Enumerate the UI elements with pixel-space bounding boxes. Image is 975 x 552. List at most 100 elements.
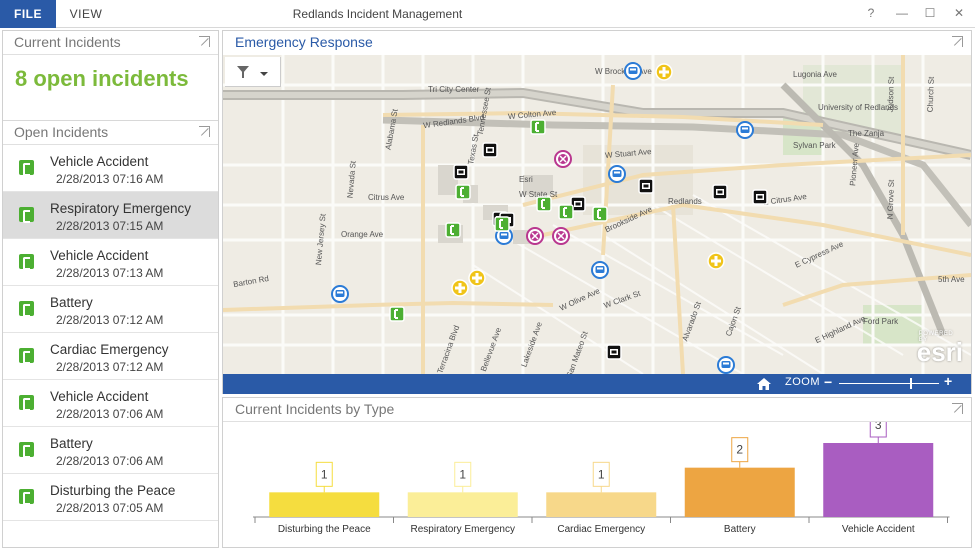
incident-list-item[interactable]: Battery 2/28/2013 07:12 AM [3,286,218,333]
incident-count-box: 8 open incidents [3,55,218,121]
zoom-out-button[interactable]: − [824,374,833,390]
bar[interactable] [546,492,657,517]
zoom-slider-track[interactable] [839,383,939,384]
bar[interactable] [684,467,795,517]
street-label: Orange Ave [341,230,384,239]
current-incidents-title: Current Incidents [14,34,121,50]
incident-list-item[interactable]: Respiratory Emergency 2/28/2013 07:15 AM [3,192,218,239]
bus-station-icon[interactable] [624,62,642,85]
phone-incident-icon[interactable] [535,195,553,218]
zoom-slider-thumb[interactable] [910,378,912,389]
basemap [223,55,971,374]
bus-station-icon[interactable] [736,121,754,144]
street-label: Judson St [885,76,896,113]
phone-incident-icon[interactable] [591,205,609,228]
bus-station-icon[interactable] [591,261,609,284]
minimize-button[interactable]: — [896,6,908,20]
incident-list-item[interactable]: Battery 2/28/2013 07:06 AM [3,427,218,474]
close-button[interactable]: ✕ [953,6,965,20]
data-label-box [731,437,749,463]
maximize-button[interactable]: ☐ [924,6,936,20]
title-bar: FILE VIEW Redlands Incident Management ?… [0,0,975,28]
street-label: Sylvan Park [793,141,836,150]
bus-station-icon[interactable] [331,285,349,308]
current-incidents-header: Current Incidents [3,31,218,55]
phone-incident-icon[interactable] [444,221,462,244]
incident-list-item[interactable]: Cardiac Emergency 2/28/2013 07:12 AM [3,333,218,380]
expand-icon[interactable] [199,36,210,47]
filter-button[interactable] [225,57,281,87]
phone-incident-icon[interactable] [454,183,472,206]
incidents-panel: Current Incidents 8 open incidents Open … [2,30,219,548]
incident-target-icon[interactable] [552,227,570,250]
expand-icon[interactable] [952,403,963,414]
hospital-icon[interactable] [655,63,673,86]
bus-station-icon[interactable] [495,227,513,250]
incident-title: Cardiac Emergency [50,342,169,357]
street-label: Lugonia Ave [793,70,837,79]
phone-incident-icon[interactable] [388,305,406,328]
incident-list-item[interactable]: Vehicle Accident 2/28/2013 07:06 AM [3,380,218,427]
bar[interactable] [823,443,934,517]
bus-station-icon[interactable] [608,165,626,188]
filter-icon [237,66,249,78]
phone-incident-icon [19,348,34,364]
incident-time: 2/28/2013 07:12 AM [56,313,164,327]
incident-time: 2/28/2013 07:15 AM [56,219,164,233]
bus-station-icon[interactable] [717,356,735,374]
incident-list-item[interactable]: Vehicle Accident 2/28/2013 07:13 AM [3,239,218,286]
view-menu[interactable]: VIEW [69,7,103,21]
phone-incident-icon [19,254,34,270]
file-menu[interactable]: FILE [0,0,56,28]
phone-incident-icon [19,395,34,411]
phone-incident-icon[interactable] [557,203,575,226]
bar[interactable] [407,492,518,517]
expand-icon[interactable] [952,36,963,47]
phone-incident-icon[interactable] [529,118,547,141]
phone-incident-icon[interactable] [493,215,511,238]
map-view[interactable]: W Brockton Ave Tri City Center W Colton Av… [223,55,971,374]
vehicle-icon[interactable] [751,188,769,211]
incident-list-item[interactable]: Vehicle Accident 2/28/2013 07:16 AM [3,145,218,192]
open-incidents-title: Open Incidents [14,124,109,140]
street-label: W Brockton Ave [595,67,652,76]
phone-incident-icon [19,301,34,317]
incident-target-icon[interactable] [526,227,544,250]
chevron-down-icon [260,72,268,76]
street-label: Esri [519,175,533,184]
x-tick-label: Cardiac Emergency [557,524,645,535]
incident-time: 2/28/2013 07:13 AM [56,266,164,280]
open-incidents-header: Open Incidents [3,121,218,145]
hospital-icon[interactable] [707,252,725,275]
hospital-icon[interactable] [451,279,469,302]
incident-title: Battery [50,436,93,451]
incident-target-icon[interactable] [554,150,572,173]
vehicle-icon[interactable] [637,177,655,200]
help-button[interactable]: ? [867,6,875,20]
street-label: N Grove St [885,179,896,220]
x-tick-label: Disturbing the Peace [278,524,371,535]
incident-list-item[interactable]: Disturbing the Peace 2/28/2013 07:05 AM [3,474,218,521]
vehicle-icon[interactable] [452,163,470,186]
home-icon[interactable] [757,378,771,390]
chart-header: Current Incidents by Type [223,398,971,422]
incident-title: Vehicle Accident [50,154,149,169]
data-label-box [592,461,610,487]
phone-incident-icon [19,207,34,223]
map-panel: Emergency Response [222,30,972,394]
vehicle-icon[interactable] [711,183,729,206]
vehicle-icon[interactable] [481,141,499,164]
incident-time: 2/28/2013 07:06 AM [56,454,164,468]
expand-icon[interactable] [199,126,210,137]
vehicle-icon[interactable] [605,343,623,366]
data-label: 1 [321,467,328,481]
vehicle-icon[interactable] [569,195,587,218]
incident-title: Respiratory Emergency [50,201,192,216]
map-title: Emergency Response [235,34,373,50]
zoom-in-button[interactable]: + [944,373,953,389]
bar[interactable] [269,492,380,517]
hospital-icon[interactable] [468,269,486,292]
data-label: 2 [736,443,743,457]
street-label: The Zanja [848,129,885,138]
phone-incident-icon [19,489,34,505]
